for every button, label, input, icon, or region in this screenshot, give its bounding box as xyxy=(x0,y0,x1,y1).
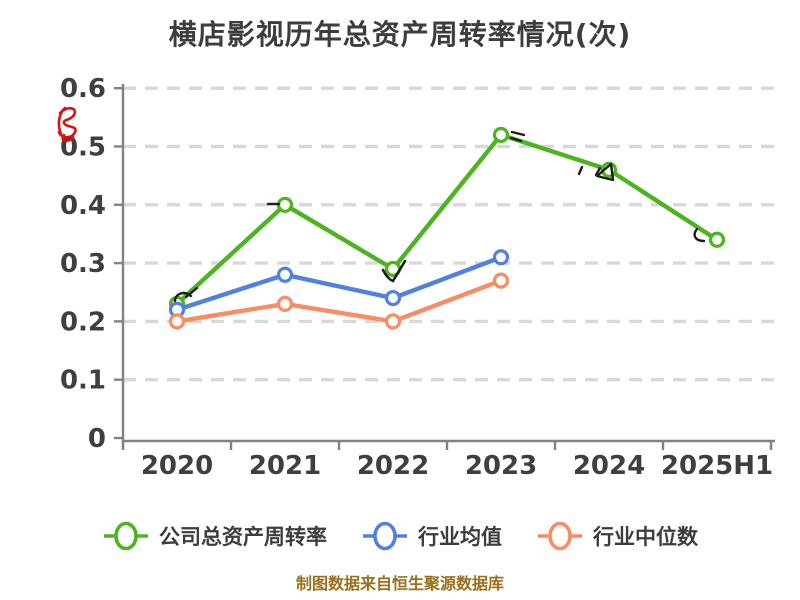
pen-mark-2020 xyxy=(173,286,199,303)
series-line-1 xyxy=(176,255,502,312)
legend-label-industry-mean: 行业均值 xyxy=(418,525,502,549)
y-tick-label: 0 xyxy=(88,424,106,454)
legend-label-industry-median: 行业中位数 xyxy=(593,525,698,549)
legend-item-company: 公司总资产周转率 xyxy=(102,519,327,553)
legend-item-industry-mean: 行业均值 xyxy=(361,519,502,553)
x-tick-label: 2020 xyxy=(141,451,213,481)
y-tick-label: 0.2 xyxy=(60,307,106,337)
legend: 公司总资产周转率 行业均值 行业中位数 xyxy=(0,512,800,560)
red-scribble-annotation xyxy=(57,106,77,143)
footer-note: 制图数据来自恒生聚源数据库 xyxy=(295,574,504,593)
data-point-series-0 xyxy=(708,231,726,248)
data-point-series-1 xyxy=(384,289,402,307)
legend-label-company: 公司总资产周转率 xyxy=(159,525,327,549)
y-tick-label: 0.3 xyxy=(60,249,106,279)
pen-mark-2024-triangle xyxy=(577,162,615,182)
x-tick-label: 2021 xyxy=(249,451,321,481)
pen-mark-2023 xyxy=(509,130,526,143)
x-tick-label: 2023 xyxy=(465,451,537,481)
data-point-series-2 xyxy=(168,313,186,330)
data-point-series-2 xyxy=(276,295,294,313)
series-line-2 xyxy=(176,278,502,324)
pen-mark-2025h1 xyxy=(693,227,706,243)
line-marker-icon xyxy=(538,521,582,551)
chart-title: 横店影视历年总资产周转率情况(次) xyxy=(168,18,632,51)
y-tick-label: 0.4 xyxy=(60,191,106,221)
data-point-series-2 xyxy=(492,272,510,289)
data-point-series-1 xyxy=(492,249,510,266)
data-point-series-1 xyxy=(276,266,294,283)
y-tick-label: 0.6 xyxy=(60,74,106,104)
legend-item-industry-median: 行业中位数 xyxy=(536,519,698,553)
series-line-0 xyxy=(175,132,719,306)
x-tick-label: 2025H1 xyxy=(661,451,773,481)
data-point-series-2 xyxy=(384,313,402,330)
x-tick-label: 2022 xyxy=(357,451,429,481)
y-tick-label: 0.1 xyxy=(60,366,106,396)
x-tick-label: 2024 xyxy=(573,451,645,481)
data-point-series-0 xyxy=(276,196,294,213)
data-point-series-0 xyxy=(492,126,510,143)
pen-mark-2022-check xyxy=(381,259,407,283)
line-marker-icon xyxy=(104,521,148,551)
line-marker-icon xyxy=(363,521,407,551)
